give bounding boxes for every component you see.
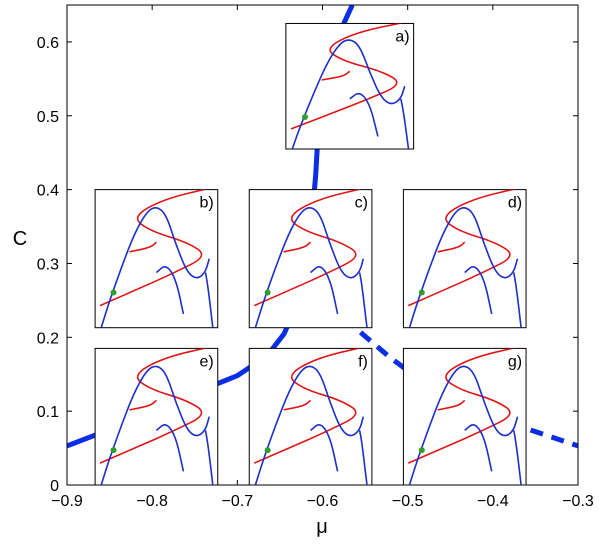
inset-equilibrium-point: [110, 447, 117, 454]
inset-frame: [94, 347, 219, 486]
inset-panel: c): [248, 189, 373, 329]
ticks-layer: −0.9 −0.8 −0.7 −0.6 −0.5 −0.4 −0.3 0 0.1 0.2 0.3 0.…: [37, 5, 594, 510]
inset-label: b): [200, 195, 214, 212]
x-tick-label: −0.4: [477, 493, 509, 510]
inset-label: f): [358, 353, 368, 370]
inset-panel: d): [402, 189, 527, 329]
inset-red-curve: [129, 241, 157, 253]
inset-red-curve: [129, 399, 157, 411]
inset-frame: [402, 189, 527, 329]
y-tick-label: 0.3: [37, 256, 59, 273]
inset-label: d): [508, 195, 522, 212]
inset-equilibrium-point: [264, 289, 271, 296]
y-tick-label: 0.5: [37, 109, 59, 126]
inset-frame: [248, 347, 373, 486]
inset-blue-curve: [100, 365, 210, 485]
x-tick-label: −0.9: [51, 493, 83, 510]
inset-curves: [253, 189, 368, 328]
inset-blue-curve: [408, 365, 519, 485]
inset-equilibrium-point: [418, 447, 425, 454]
inset-panel: a): [285, 22, 415, 150]
inset-curves: [290, 23, 410, 149]
x-tick-label: −0.7: [222, 493, 254, 510]
inset-curves: [407, 189, 522, 328]
inset-blue-curve: [513, 272, 522, 328]
inset-red-curve: [99, 348, 208, 464]
inset-curves: [407, 348, 522, 485]
inset-blue-curve: [400, 98, 410, 149]
insets-layer: a) b) c) d) e) f) g): [94, 22, 527, 486]
inset-equilibrium-point: [302, 113, 309, 120]
inset-curves: [253, 348, 368, 485]
inset-red-curve: [437, 241, 466, 253]
inset-blue-curve: [464, 424, 493, 472]
inset-blue-curve: [155, 266, 185, 315]
inset-red-curve: [283, 399, 312, 411]
inset-equilibrium-point: [418, 289, 425, 296]
inset-red-curve: [99, 189, 208, 307]
x-tick-label: −0.6: [307, 493, 339, 510]
inset-blue-curve: [310, 424, 339, 472]
y-axis-label: C: [13, 228, 27, 250]
inset-blue-curve: [358, 430, 368, 485]
x-tick-label: −0.8: [136, 493, 168, 510]
inset-red-curve: [253, 348, 362, 464]
inset-red-curve: [283, 241, 312, 253]
inset-blue-curve: [204, 272, 214, 328]
inset-blue-curve: [155, 424, 185, 472]
inset-equilibrium-point: [264, 447, 271, 454]
inset-panel: g): [402, 347, 527, 486]
inset-red-curve: [407, 348, 516, 464]
inset-red-curve: [407, 189, 516, 307]
y-tick-label: 0: [50, 478, 59, 495]
inset-blue-curve: [464, 266, 493, 315]
inset-blue-curve: [254, 365, 365, 485]
inset-frame: [402, 347, 527, 486]
inset-panel: b): [94, 189, 219, 329]
inset-label: c): [355, 195, 368, 212]
inset-blue-curve: [254, 207, 365, 328]
x-tick-label: −0.5: [392, 493, 424, 510]
inset-label: a): [395, 28, 409, 45]
inset-red-curve: [321, 70, 351, 81]
inset-curves: [99, 189, 214, 328]
inset-blue-curve: [358, 272, 368, 328]
x-axis-label: μ: [316, 516, 328, 538]
inset-panel: f): [248, 347, 373, 486]
inset-panel: e): [94, 347, 219, 486]
inset-label: e): [200, 353, 214, 370]
inset-red-curve: [437, 399, 466, 411]
inset-blue-curve: [349, 92, 379, 137]
inset-red-curve: [290, 23, 404, 130]
inset-blue-curve: [291, 39, 406, 149]
inset-blue-curve: [513, 430, 522, 485]
inset-frame: [94, 189, 219, 329]
x-tick-label: −0.3: [562, 493, 594, 510]
inset-frame: [248, 189, 373, 329]
inset-red-curve: [253, 189, 362, 307]
inset-label: g): [508, 353, 522, 370]
inset-blue-curve: [408, 207, 519, 328]
inset-frame: [285, 22, 415, 150]
inset-curves: [99, 348, 214, 485]
inset-equilibrium-point: [110, 289, 117, 296]
inset-blue-curve: [100, 207, 210, 328]
y-tick-label: 0.1: [37, 404, 59, 421]
y-tick-label: 0.6: [37, 35, 59, 52]
inset-blue-curve: [310, 266, 339, 315]
y-tick-label: 0.4: [37, 183, 59, 200]
inset-blue-curve: [204, 430, 214, 485]
y-tick-label: 0.2: [37, 330, 59, 347]
